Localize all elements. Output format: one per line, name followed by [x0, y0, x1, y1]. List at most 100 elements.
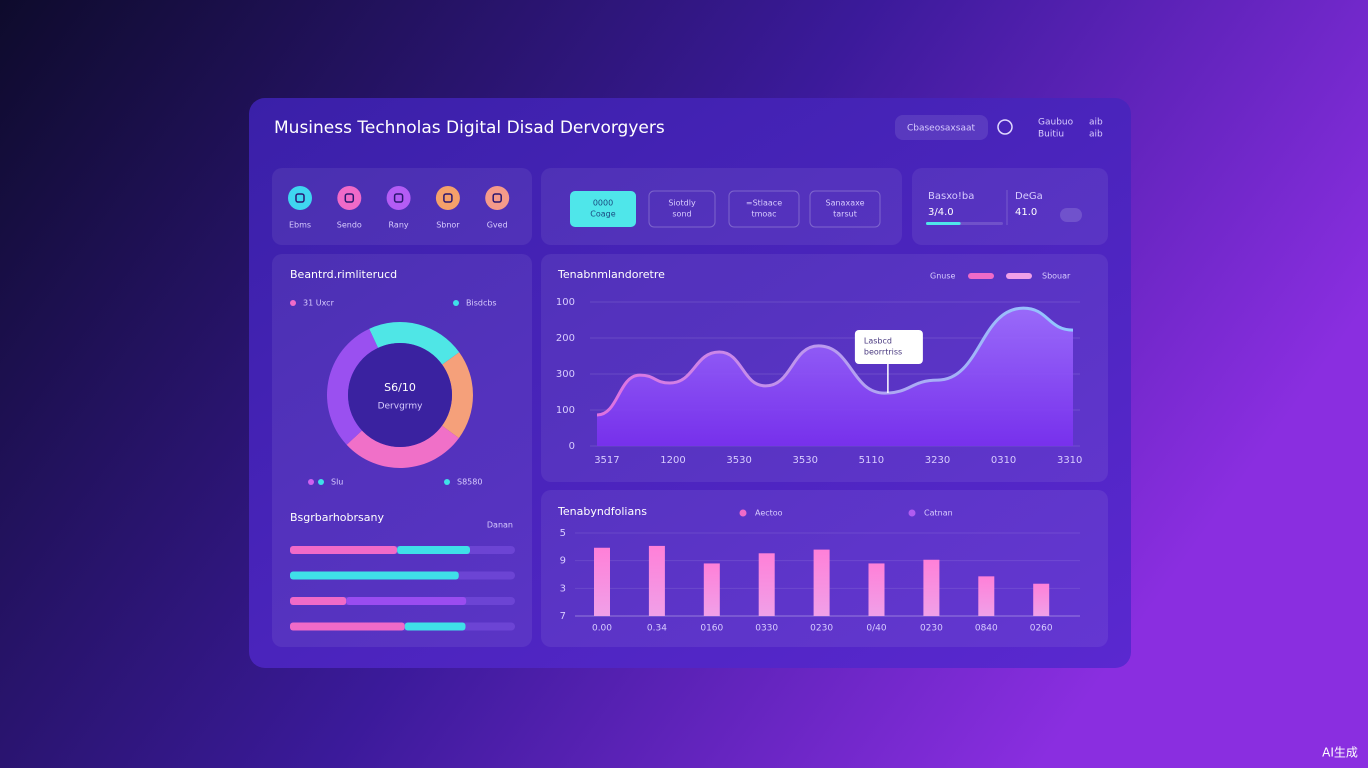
legend-pill	[968, 273, 994, 279]
y-tick-label: 200	[556, 333, 575, 344]
bar	[758, 553, 775, 616]
donut-hole	[348, 343, 452, 447]
bar	[594, 547, 610, 616]
bar	[813, 549, 830, 616]
section-action[interactable]: Danan	[487, 521, 513, 530]
icon[interactable]	[485, 186, 510, 210]
icon-glyph	[295, 193, 305, 203]
x-tick-label: 3530	[793, 455, 818, 466]
legend-dot	[453, 300, 459, 306]
tooltip-text: beorrtriss	[864, 348, 902, 357]
progress-segment	[346, 597, 467, 605]
search-box[interactable]	[895, 115, 988, 140]
stat-value: 41.0	[1015, 207, 1037, 218]
stat-label: Basxo!ba	[928, 191, 974, 202]
watermark: AI生成	[1322, 746, 1358, 760]
bar	[868, 563, 885, 616]
profile-icon[interactable]	[997, 119, 1013, 135]
icon-label: Rany	[389, 221, 409, 230]
x-tick-label: 0230	[920, 624, 943, 634]
title: Musiness Technolas Digital Disad Dervorg…	[274, 118, 665, 138]
tab-label: sond	[672, 210, 691, 219]
icon[interactable]	[386, 186, 411, 210]
x-tick-label: 3230	[925, 455, 950, 466]
bar	[978, 576, 995, 616]
x-tick-label: 3310	[1057, 455, 1082, 466]
icon-glyph	[344, 193, 355, 203]
tab[interactable]	[570, 191, 636, 227]
stat-label: DeGa	[1015, 191, 1043, 202]
legend-label: Bisdcbs	[466, 299, 497, 308]
y-tick-label: 7	[560, 611, 566, 622]
y-tick-label: 100	[556, 405, 575, 416]
icon-label: Sbnor	[436, 221, 460, 230]
y-tick-label: 9	[560, 556, 566, 567]
legend-label: 31 Uxcr	[303, 299, 335, 308]
stat-pill[interactable]	[1060, 208, 1082, 222]
legend-dot	[318, 479, 324, 485]
tab[interactable]	[809, 190, 881, 228]
x-tick-label: 0160	[700, 624, 723, 634]
progress-segment	[290, 622, 405, 631]
bar	[1033, 583, 1050, 616]
line	[596, 306, 1074, 417]
tab[interactable]	[728, 190, 800, 228]
y-tick-label: 3	[560, 583, 566, 594]
legend-label: Catnan	[924, 509, 953, 518]
icon[interactable]	[435, 186, 460, 210]
donut-center: S6/10	[384, 381, 416, 394]
x-tick-label: 3517	[594, 455, 619, 466]
legend-label: Slu	[331, 478, 343, 487]
user-name: Gaubuo	[1038, 118, 1074, 128]
x-tick-label: 0.34	[647, 624, 667, 634]
stat-progress	[926, 222, 961, 225]
progress-segment	[397, 546, 470, 554]
tab-label: Coage	[590, 210, 615, 219]
progress-segment	[290, 546, 398, 554]
x-tick-label: 5110	[859, 455, 884, 466]
icon-glyph	[393, 193, 404, 203]
tab-label: =Stlaace	[746, 199, 782, 208]
legend-label: Aectoo	[755, 509, 783, 518]
x-tick-label: 0330	[755, 624, 778, 634]
legend-dot	[908, 509, 916, 517]
bar	[923, 559, 940, 616]
area	[597, 308, 1073, 446]
donut-segment	[346, 425, 459, 468]
chart-title: Beantrd.rimliterucd	[290, 268, 397, 281]
donut-segment	[369, 321, 460, 365]
y-tick-label: 5	[560, 528, 566, 539]
legend-dot	[290, 300, 296, 306]
user-role: Buitiu	[1038, 130, 1064, 140]
tab-label: Sanaxaxe	[826, 199, 865, 208]
chart-title: Tenabyndfolians	[557, 505, 647, 518]
progress-segment	[290, 597, 347, 605]
icon-glyph	[492, 193, 502, 203]
y-tick-label: 300	[556, 369, 575, 380]
legend-label: Gnuse	[930, 272, 956, 281]
legend-dot	[308, 479, 314, 485]
tooltip-text: Lasbcd	[864, 337, 892, 346]
bar	[703, 563, 720, 616]
icon-label: Gved	[487, 221, 508, 230]
icon-glyph	[443, 193, 453, 203]
y-tick-label: 100	[556, 297, 575, 308]
icon[interactable]	[288, 186, 312, 210]
donut-segment	[441, 352, 473, 439]
tab[interactable]	[648, 190, 716, 228]
y-tick-label: 0	[569, 441, 575, 452]
legend-label: S8580	[457, 478, 482, 487]
x-tick-label: 0/40	[866, 624, 886, 634]
legend-dot	[739, 509, 747, 517]
x-tick-label: 0230	[810, 624, 833, 634]
x-tick-label: 0840	[975, 624, 998, 634]
icon-label: Ebms	[289, 221, 311, 230]
icon[interactable]	[337, 186, 362, 210]
stat-value: 3/4.0	[928, 207, 954, 218]
x-tick-label: 0.00	[592, 624, 612, 634]
stats-panel	[912, 168, 1108, 245]
legend-label: Sbouar	[1042, 272, 1071, 281]
chart-title: Tenabnmlandoretre	[557, 268, 665, 281]
